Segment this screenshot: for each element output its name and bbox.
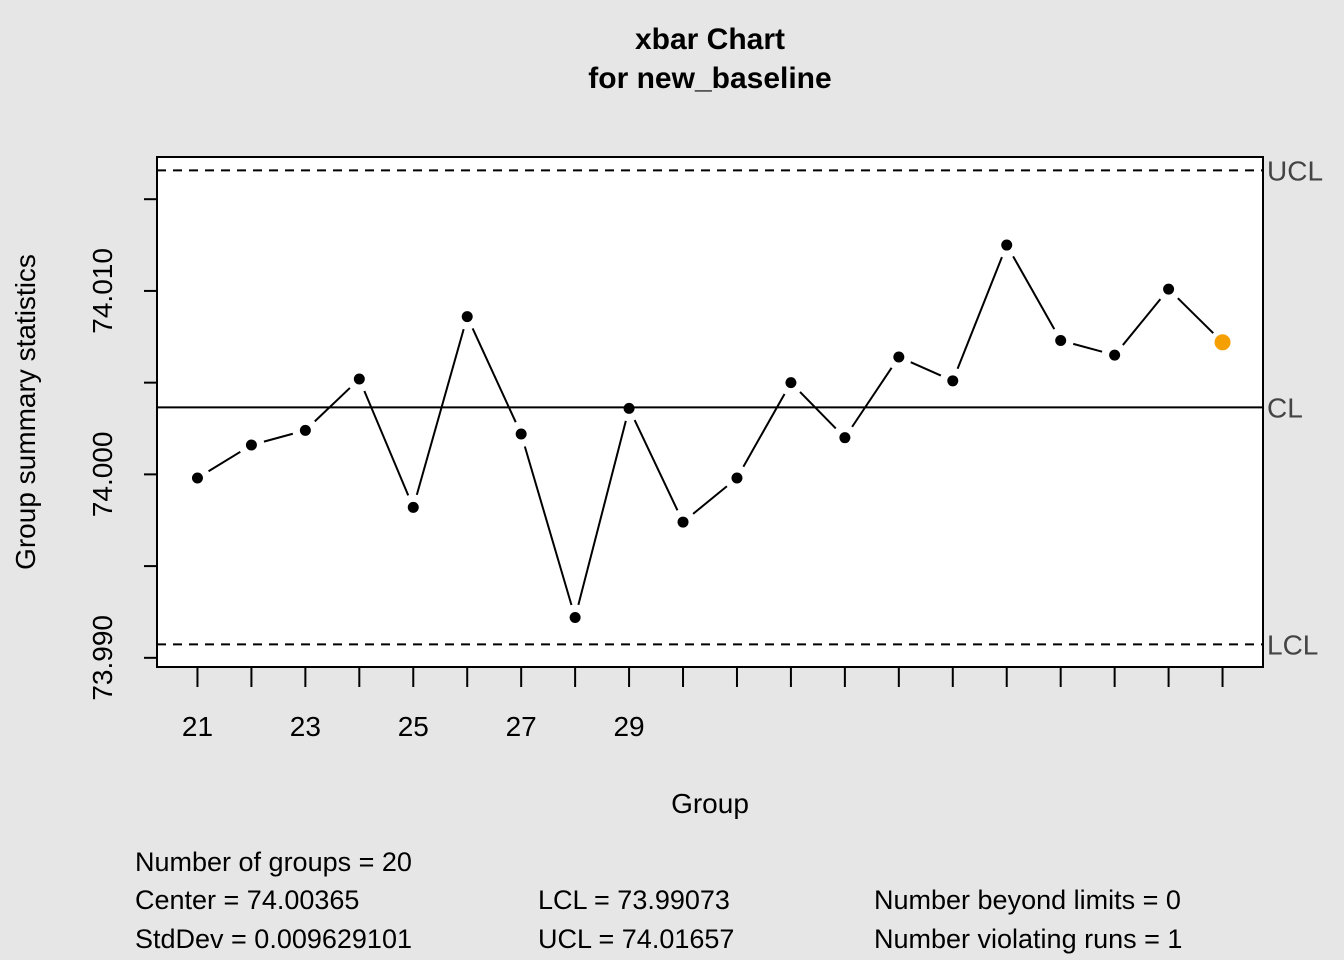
plot-area	[156, 156, 1264, 668]
series-segment	[692, 485, 728, 515]
data-point	[407, 501, 419, 513]
series-segment	[415, 328, 465, 496]
series-segment	[263, 432, 294, 443]
series-segment	[910, 361, 942, 377]
x-tick-label: 25	[398, 711, 429, 742]
stat-beyond-limits: Number beyond limits = 0	[874, 885, 1181, 915]
x-tick-label: 23	[290, 711, 321, 742]
series-segment	[208, 450, 241, 473]
data-point	[515, 428, 527, 440]
data-point	[461, 311, 473, 323]
data-point	[1109, 349, 1121, 361]
y-axis-title: Group summary statistics	[10, 254, 41, 570]
lcl-label: LCL	[1267, 629, 1318, 660]
data-point	[1001, 239, 1013, 251]
stat-violating-runs: Number violating runs = 1	[874, 924, 1183, 954]
stat-groups: Number of groups = 20	[135, 847, 412, 877]
control-limits: UCL CL LCL	[157, 155, 1323, 660]
data-point	[947, 375, 959, 387]
series-segment	[471, 327, 517, 423]
series-segment	[523, 446, 573, 606]
y-tick-label: 74.000	[87, 432, 118, 518]
x-tick-label: 29	[613, 711, 644, 742]
series-segment	[633, 419, 679, 511]
cl-label: CL	[1267, 392, 1303, 423]
x-tick-label: 27	[506, 711, 537, 742]
chart-subtitle: for new_baseline	[588, 62, 831, 95]
data-point	[893, 351, 905, 363]
data-point	[1163, 283, 1175, 295]
y-tick-label: 73.990	[87, 615, 118, 701]
data-point	[353, 373, 365, 385]
series-segment	[1012, 255, 1056, 330]
data-point	[785, 377, 797, 389]
chart-title: xbar Chart	[635, 23, 785, 56]
data-point	[623, 402, 635, 414]
y-axis: 73.990 74.000 74.010	[87, 198, 157, 701]
data-point	[569, 611, 581, 623]
data-point	[299, 424, 311, 436]
series-segment	[742, 393, 786, 468]
series-segment	[956, 256, 1003, 370]
series-segment	[363, 390, 410, 496]
series-segment	[1072, 342, 1103, 353]
series-segment	[851, 367, 893, 428]
series-segment	[1177, 297, 1214, 334]
x-axis-title: Group	[671, 788, 749, 819]
x-axis: 21 23 25 27 29	[182, 667, 1224, 742]
x-tick-label: 21	[182, 711, 213, 742]
data-point-highlight	[1214, 334, 1231, 351]
stat-stddev: StdDev = 0.009629101	[135, 924, 412, 954]
data-point	[191, 472, 203, 484]
series-segment	[799, 391, 837, 430]
data-point	[839, 432, 851, 444]
y-tick-label: 74.010	[87, 248, 118, 334]
data-point	[245, 439, 257, 451]
data-series	[191, 239, 1231, 623]
ucl-label: UCL	[1267, 155, 1323, 186]
stat-lcl: LCL = 73.99073	[538, 885, 730, 915]
series-segment	[1122, 298, 1162, 346]
series-segment	[314, 387, 351, 423]
series-segment	[577, 420, 627, 606]
data-point	[1055, 334, 1067, 346]
stat-ucl: UCL = 74.01657	[538, 924, 735, 954]
data-point	[731, 472, 743, 484]
stat-center: Center = 74.00365	[135, 885, 360, 915]
data-point	[677, 516, 689, 528]
